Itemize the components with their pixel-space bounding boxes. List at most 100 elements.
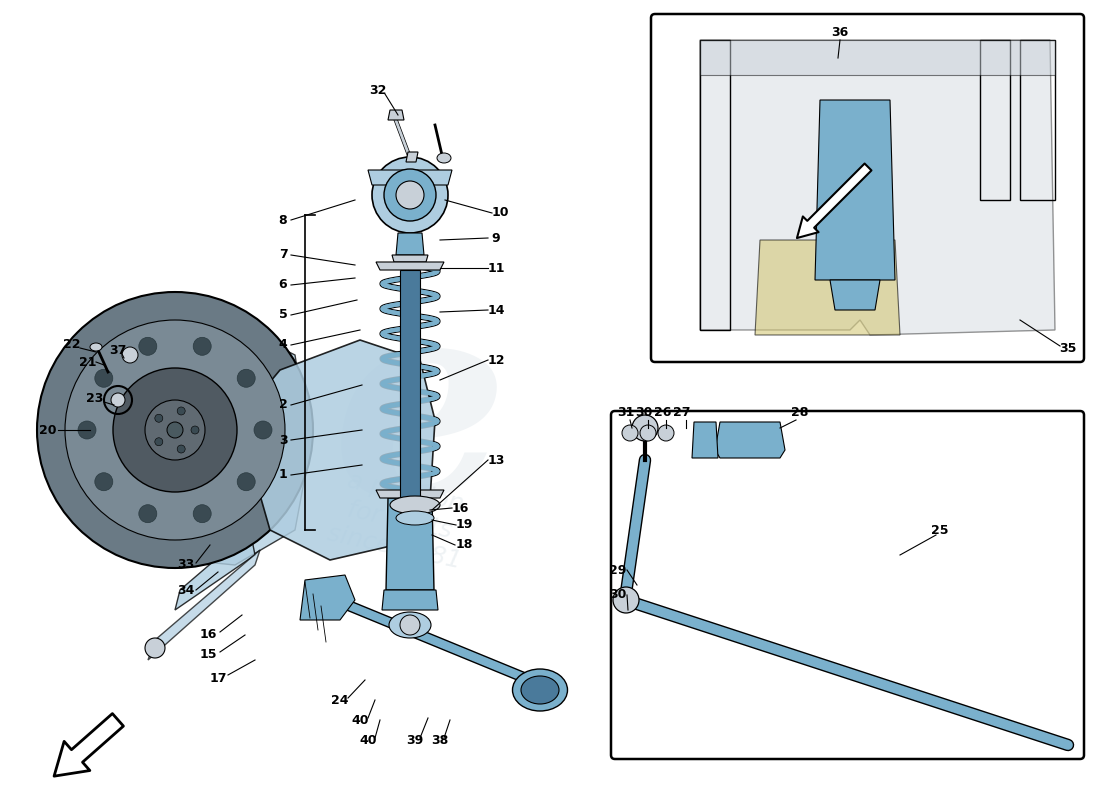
Text: 22: 22	[64, 338, 80, 351]
Polygon shape	[692, 422, 718, 458]
Polygon shape	[368, 170, 452, 185]
Circle shape	[640, 425, 656, 441]
Ellipse shape	[513, 669, 568, 711]
Text: 37: 37	[109, 343, 126, 357]
Circle shape	[65, 320, 285, 540]
Text: 40: 40	[360, 734, 376, 746]
Text: 17: 17	[209, 671, 227, 685]
Circle shape	[191, 426, 199, 434]
Polygon shape	[700, 40, 1055, 75]
Text: 6: 6	[278, 278, 287, 291]
Text: 31: 31	[617, 406, 635, 418]
Text: 9: 9	[492, 231, 500, 245]
Text: 28: 28	[791, 406, 808, 418]
FancyBboxPatch shape	[610, 411, 1084, 759]
Text: 19: 19	[455, 518, 473, 531]
Polygon shape	[400, 270, 420, 498]
Text: 16: 16	[199, 629, 217, 642]
Text: 25: 25	[932, 523, 948, 537]
Circle shape	[111, 393, 125, 407]
Circle shape	[396, 181, 424, 209]
Text: a passion
for parts
since 1981: a passion for parts since 1981	[324, 467, 475, 573]
Polygon shape	[830, 280, 880, 310]
Text: 13: 13	[487, 454, 505, 466]
Polygon shape	[175, 530, 255, 610]
Circle shape	[139, 505, 157, 522]
Polygon shape	[406, 152, 418, 162]
Text: 3: 3	[278, 434, 287, 446]
Text: 24: 24	[331, 694, 349, 706]
Ellipse shape	[396, 511, 435, 525]
Polygon shape	[715, 422, 785, 458]
Polygon shape	[388, 110, 404, 120]
Text: 14: 14	[487, 303, 505, 317]
Circle shape	[238, 370, 255, 387]
Text: 21: 21	[79, 355, 97, 369]
Circle shape	[177, 445, 185, 453]
Circle shape	[145, 400, 205, 460]
Circle shape	[139, 338, 157, 355]
Text: 40: 40	[351, 714, 369, 726]
Text: 30: 30	[609, 589, 627, 602]
Text: 16: 16	[451, 502, 469, 514]
Polygon shape	[392, 255, 428, 262]
FancyArrowPatch shape	[798, 163, 871, 238]
Text: 11: 11	[487, 262, 505, 274]
Text: 2: 2	[278, 398, 287, 411]
Ellipse shape	[437, 153, 451, 163]
Circle shape	[122, 347, 138, 363]
Circle shape	[194, 338, 211, 355]
Polygon shape	[755, 240, 900, 335]
Polygon shape	[815, 100, 895, 280]
Text: 38: 38	[431, 734, 449, 746]
Polygon shape	[376, 262, 444, 270]
Circle shape	[113, 368, 236, 492]
Circle shape	[155, 438, 163, 446]
Text: 29: 29	[609, 563, 627, 577]
Circle shape	[238, 473, 255, 490]
Ellipse shape	[390, 496, 440, 514]
Text: 33: 33	[177, 558, 195, 571]
Ellipse shape	[521, 676, 559, 704]
Circle shape	[372, 157, 448, 233]
Text: 18: 18	[455, 538, 473, 551]
Text: 26: 26	[654, 406, 672, 418]
Circle shape	[177, 407, 185, 415]
Circle shape	[95, 473, 113, 490]
Circle shape	[613, 587, 639, 613]
Text: 30: 30	[636, 406, 652, 418]
FancyArrowPatch shape	[54, 714, 123, 776]
Ellipse shape	[90, 343, 102, 351]
Polygon shape	[382, 590, 438, 610]
Circle shape	[155, 414, 163, 422]
Circle shape	[167, 422, 183, 438]
Circle shape	[632, 415, 658, 441]
Text: 5: 5	[278, 309, 287, 322]
Polygon shape	[148, 550, 260, 660]
Circle shape	[95, 370, 113, 387]
Text: 20: 20	[40, 423, 57, 437]
Polygon shape	[700, 40, 1055, 335]
Polygon shape	[150, 320, 310, 565]
Circle shape	[145, 638, 165, 658]
Circle shape	[658, 425, 674, 441]
Circle shape	[254, 421, 272, 439]
Circle shape	[78, 421, 96, 439]
Circle shape	[384, 169, 436, 221]
Text: 8: 8	[278, 214, 287, 226]
Polygon shape	[250, 340, 434, 560]
Text: 1: 1	[278, 469, 287, 482]
FancyBboxPatch shape	[651, 14, 1084, 362]
Text: 7: 7	[278, 249, 287, 262]
Polygon shape	[396, 233, 424, 255]
Polygon shape	[386, 498, 434, 590]
Text: 32: 32	[370, 83, 387, 97]
Text: 36: 36	[832, 26, 848, 38]
Ellipse shape	[389, 612, 431, 638]
Polygon shape	[376, 490, 444, 498]
Text: 15: 15	[199, 649, 217, 662]
Text: 10: 10	[492, 206, 508, 219]
Circle shape	[621, 425, 638, 441]
Text: e: e	[331, 286, 508, 554]
Text: 27: 27	[673, 406, 691, 418]
